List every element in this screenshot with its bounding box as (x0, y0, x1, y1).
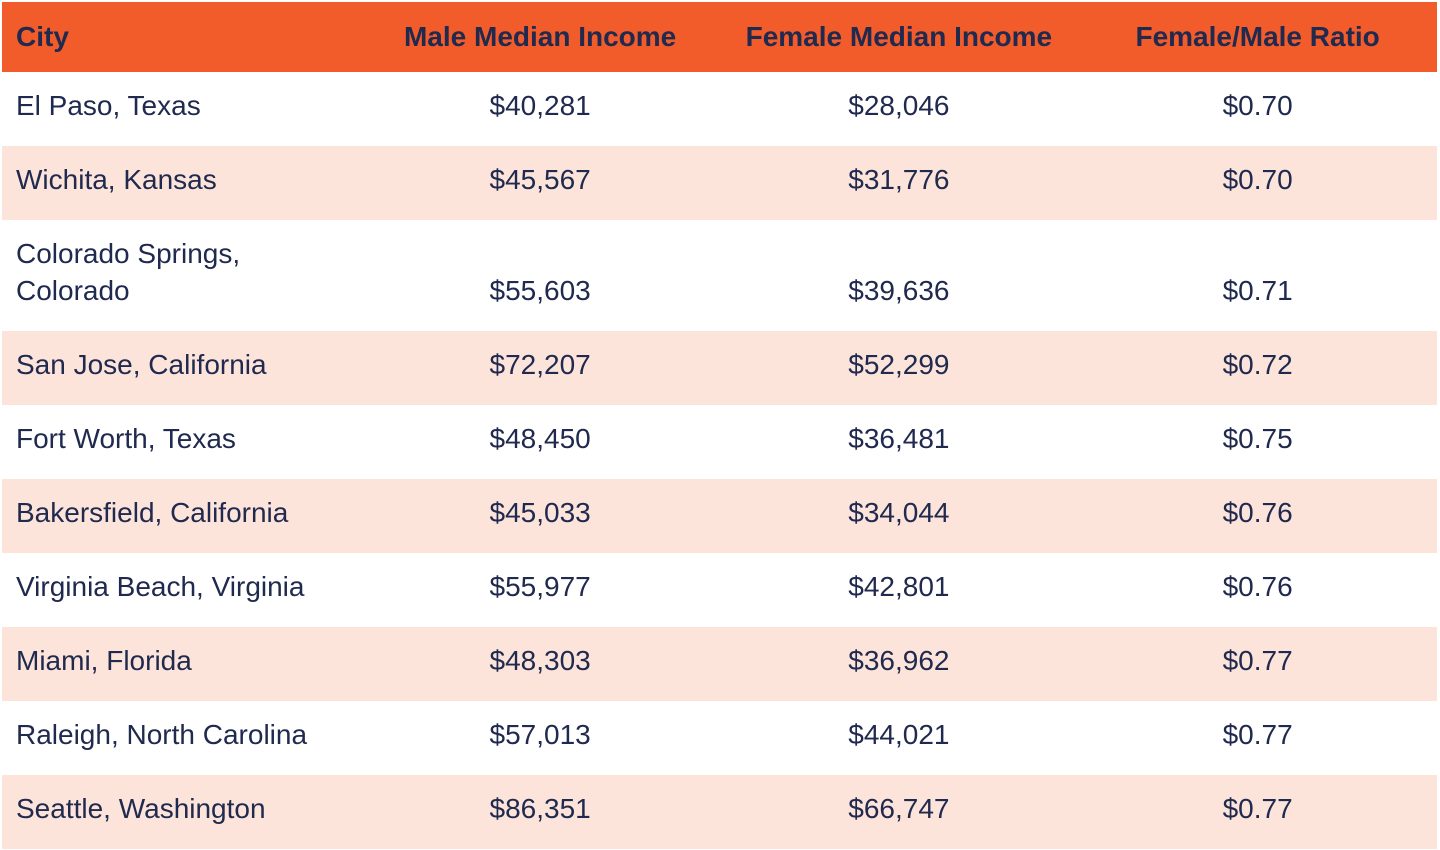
cell-ratio: $0.77 (1222, 719, 1293, 750)
cell-female-income: $42,801 (848, 571, 950, 602)
cell-male-income: $86,351 (489, 793, 591, 824)
cell-city: Wichita, Kansas (16, 164, 217, 195)
cell-city: Virginia Beach, Virginia (16, 571, 305, 602)
cell-ratio: $0.76 (1222, 571, 1293, 602)
cell-female-income: $36,481 (848, 423, 950, 454)
cell-female-income: $34,044 (848, 497, 950, 528)
cell-male-income: $45,567 (489, 164, 591, 195)
cell-city: San Jose, California (16, 349, 267, 380)
cell-city: Seattle, Washington (16, 793, 266, 824)
cell-female-income: $31,776 (848, 164, 950, 195)
cell-male-income: $48,450 (489, 423, 591, 454)
cell-male-income: $57,013 (489, 719, 591, 750)
cell-female-income: $28,046 (848, 90, 950, 121)
cell-ratio: $0.71 (1222, 275, 1293, 306)
cell-ratio: $0.70 (1222, 164, 1293, 195)
cell-ratio: $0.76 (1222, 497, 1293, 528)
header-row: City Male Median Income Female Median In… (2, 2, 1437, 72)
cell-male-income: $48,303 (489, 645, 591, 676)
cell-female-income: $39,636 (848, 275, 950, 306)
cell-male-income: $45,033 (489, 497, 591, 528)
cell-female-income: $44,021 (848, 719, 950, 750)
cell-male-income: $40,281 (489, 90, 591, 121)
cell-female-income: $66,747 (848, 793, 950, 824)
cell-male-income: $72,207 (489, 349, 591, 380)
cell-ratio: $0.77 (1222, 793, 1293, 824)
table-row: El Paso, Texas $40,281 $28,046 $0.70 (2, 72, 1437, 146)
table-row: Raleigh, North Carolina $57,013 $44,021 … (2, 701, 1437, 775)
column-header-ratio: Female/Male Ratio (1078, 2, 1437, 72)
cell-ratio: $0.72 (1222, 349, 1293, 380)
column-header-city: City (2, 2, 361, 72)
table-row: Virginia Beach, Virginia $55,977 $42,801… (2, 553, 1437, 627)
column-header-female-income: Female Median Income (719, 2, 1079, 72)
table-row: Colorado Springs, Colorado $55,603 $39,6… (2, 220, 1437, 331)
cell-female-income: $52,299 (848, 349, 950, 380)
table-row: Wichita, Kansas $45,567 $31,776 $0.70 (2, 146, 1437, 220)
table-row: Seattle, Washington $86,351 $66,747 $0.7… (2, 775, 1437, 849)
cell-city: Raleigh, North Carolina (16, 719, 308, 750)
cell-ratio: $0.77 (1222, 645, 1293, 676)
column-header-male-income: Male Median Income (360, 2, 720, 72)
table-row: Fort Worth, Texas $48,450 $36,481 $0.75 (2, 405, 1437, 479)
cell-ratio: $0.70 (1222, 90, 1293, 121)
cell-city: Miami, Florida (16, 645, 192, 676)
table-row: Miami, Florida $48,303 $36,962 $0.77 (2, 627, 1437, 701)
cell-ratio: $0.75 (1222, 423, 1293, 454)
cell-city: Colorado Springs, Colorado (16, 238, 241, 306)
table-row: San Jose, California $72,207 $52,299 $0.… (2, 331, 1437, 405)
cell-male-income: $55,977 (489, 571, 591, 602)
cell-male-income: $55,603 (489, 275, 591, 306)
cell-city: El Paso, Texas (16, 90, 201, 121)
table-row: Bakersfield, California $45,033 $34,044 … (2, 479, 1437, 553)
cell-female-income: $36,962 (848, 645, 950, 676)
cell-city: Bakersfield, California (16, 497, 289, 528)
cell-city: Fort Worth, Texas (16, 423, 236, 454)
